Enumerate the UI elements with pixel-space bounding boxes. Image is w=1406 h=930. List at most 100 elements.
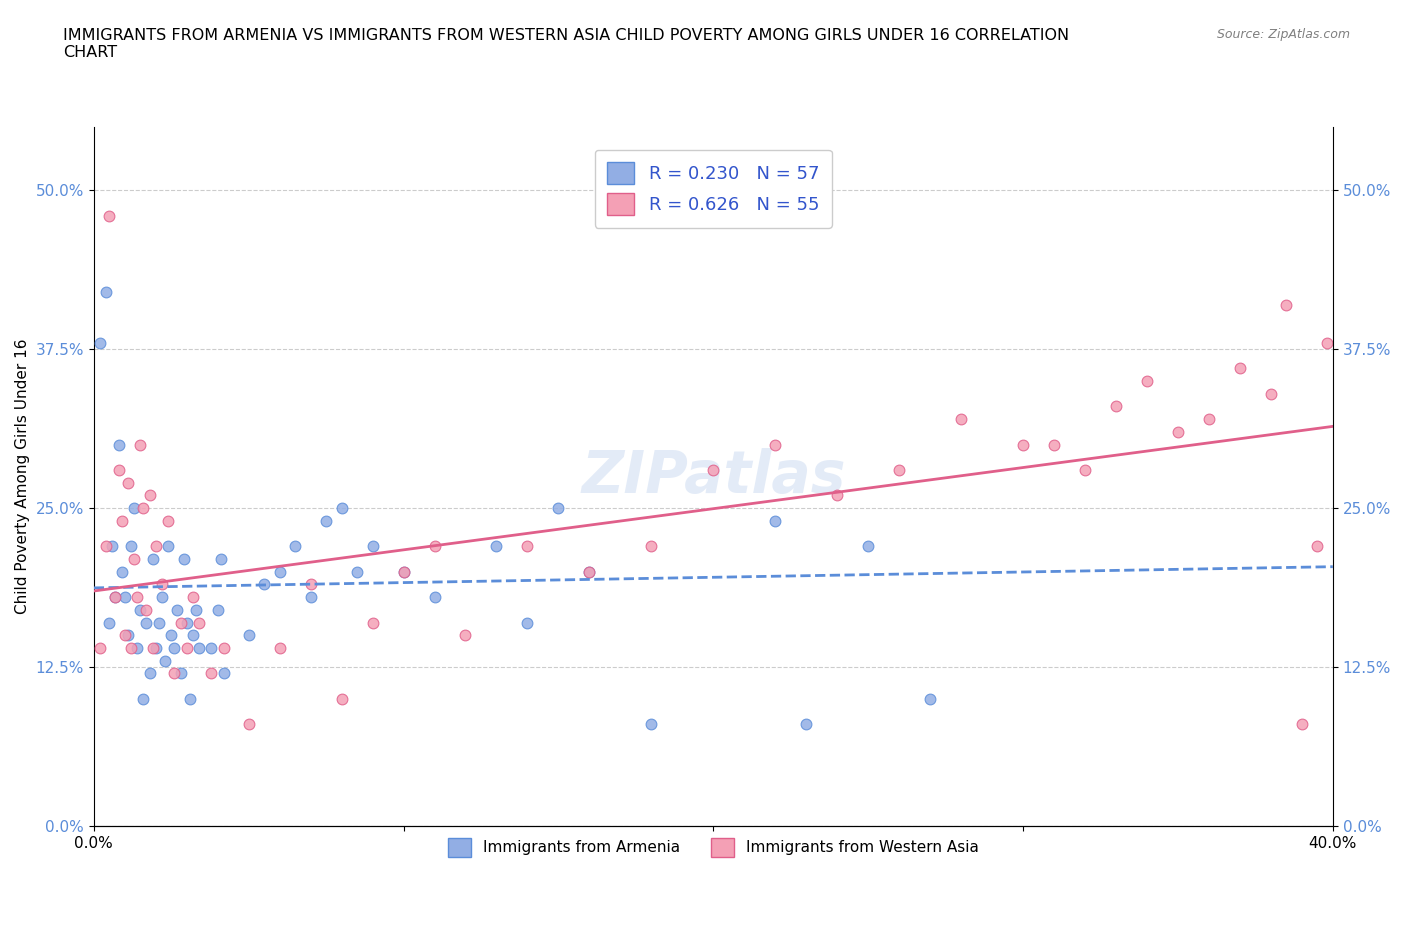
Point [163,641,186,656]
Point [160,628,183,643]
Point [114,590,136,604]
Point [129,603,152,618]
Point [253,577,276,591]
Point [1291,717,1313,732]
Point [188,641,211,656]
Point [188,615,211,630]
Point [135,615,157,630]
Point [101,538,124,553]
Point [122,500,145,515]
Point [763,513,786,528]
Point [117,628,139,643]
Point [578,565,600,579]
Point [89,641,111,656]
Point [114,628,136,643]
Point [516,615,538,630]
Point [1229,361,1251,376]
Point [138,666,160,681]
Point [142,551,165,566]
Point [157,538,180,553]
Point [176,641,198,656]
Point [89,336,111,351]
Legend: Immigrants from Armenia, Immigrants from Western Asia: Immigrants from Armenia, Immigrants from… [437,828,990,868]
Point [825,488,848,503]
Point [1275,298,1298,312]
Y-axis label: Child Poverty Among Girls Under 16: Child Poverty Among Girls Under 16 [15,339,30,614]
Point [200,666,222,681]
Point [284,538,307,553]
Point [640,717,662,732]
Text: IMMIGRANTS FROM ARMENIA VS IMMIGRANTS FROM WESTERN ASIA CHILD POVERTY AMONG GIRL: IMMIGRANTS FROM ARMENIA VS IMMIGRANTS FR… [63,28,1070,60]
Point [238,628,260,643]
Point [269,565,291,579]
Point [1105,399,1128,414]
Point [392,565,415,579]
Point [169,666,191,681]
Point [127,590,149,604]
Point [887,462,910,477]
Point [1012,437,1035,452]
Point [163,666,186,681]
Point [640,538,662,553]
Point [269,641,291,656]
Point [120,538,142,553]
Point [107,462,129,477]
Point [361,538,384,553]
Point [96,538,118,553]
Point [157,513,180,528]
Point [166,603,188,618]
Point [1198,412,1220,427]
Point [856,538,879,553]
Point [200,641,222,656]
Point [179,691,201,706]
Point [176,615,198,630]
Point [212,666,235,681]
Point [104,590,127,604]
Point [142,641,165,656]
Point [1306,538,1329,553]
Point [98,615,121,630]
Point [794,717,817,732]
Point [111,565,134,579]
Point [547,500,569,515]
Point [104,590,127,604]
Point [485,538,508,553]
Point [346,565,368,579]
Point [423,590,446,604]
Point [181,590,204,604]
Point [212,641,235,656]
Point [361,615,384,630]
Point [132,691,155,706]
Point [1043,437,1066,452]
Point [330,691,353,706]
Point [148,615,170,630]
Point [184,603,207,618]
Point [299,590,322,604]
Point [181,628,204,643]
Point [1136,374,1159,389]
Point [153,653,176,668]
Point [145,641,167,656]
Point [578,565,600,579]
Point [98,208,121,223]
Point [111,513,134,528]
Point [671,182,693,197]
Point [330,500,353,515]
Point [763,437,786,452]
Point [207,603,229,618]
Point [129,437,152,452]
Point [132,500,155,515]
Point [138,488,160,503]
Point [516,538,538,553]
Point [920,691,942,706]
Point [117,475,139,490]
Point [209,551,232,566]
Point [299,577,322,591]
Point [107,437,129,452]
Point [169,615,191,630]
Point [1167,424,1189,439]
Point [1316,336,1339,351]
Point [1260,386,1282,401]
Point [96,285,118,299]
Point [392,565,415,579]
